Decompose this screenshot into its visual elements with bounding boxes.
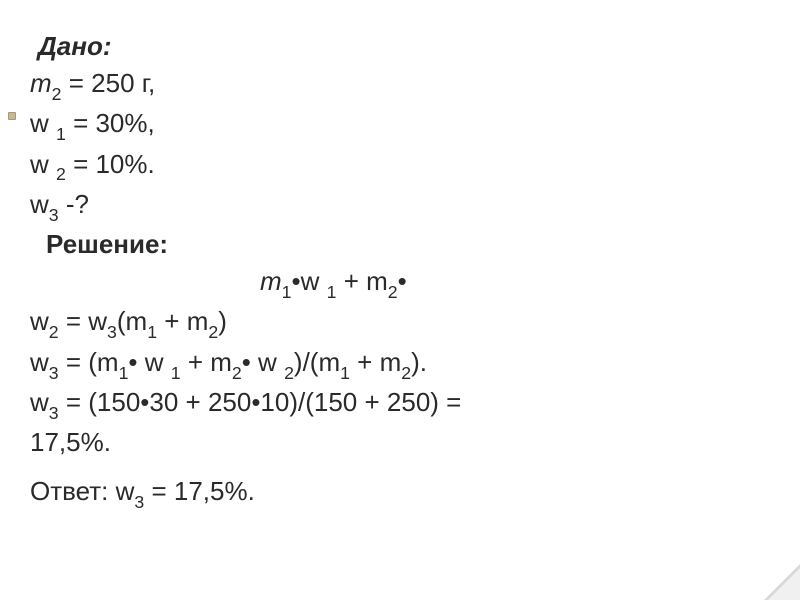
heading-solution: Решение: [30,226,780,263]
given-line-2: w 1 = 30%, [30,105,780,145]
solution-eq3-line2: 17,5%. [30,424,780,461]
solution-eq1-part2: w2 = w3(m1 + m2) [30,303,780,343]
given-line-3: w 2 = 10%. [30,146,780,186]
answer-line: Ответ: w3 = 17,5%. [30,473,780,513]
given-line-4: w3 -? [30,186,780,226]
solution-eq2: w3 = (m1• w 1 + m2• w 2)/(m1 + m2). [30,344,780,384]
solution-eq3-line1: w3 = (150•30 + 250•10)/(150 + 250) = [30,384,780,424]
solution-eq1-part1: m1•w 1 + m2• [30,263,780,303]
heading-given: Дано: [30,28,780,65]
given-line-1: m2 = 250 г, [30,65,780,105]
problem-content: Дано: m2 = 250 г, w 1 = 30%, w 2 = 10%. … [0,0,800,533]
page-corner-fold [768,568,800,600]
list-bullet [8,112,16,120]
spacer [30,461,780,473]
